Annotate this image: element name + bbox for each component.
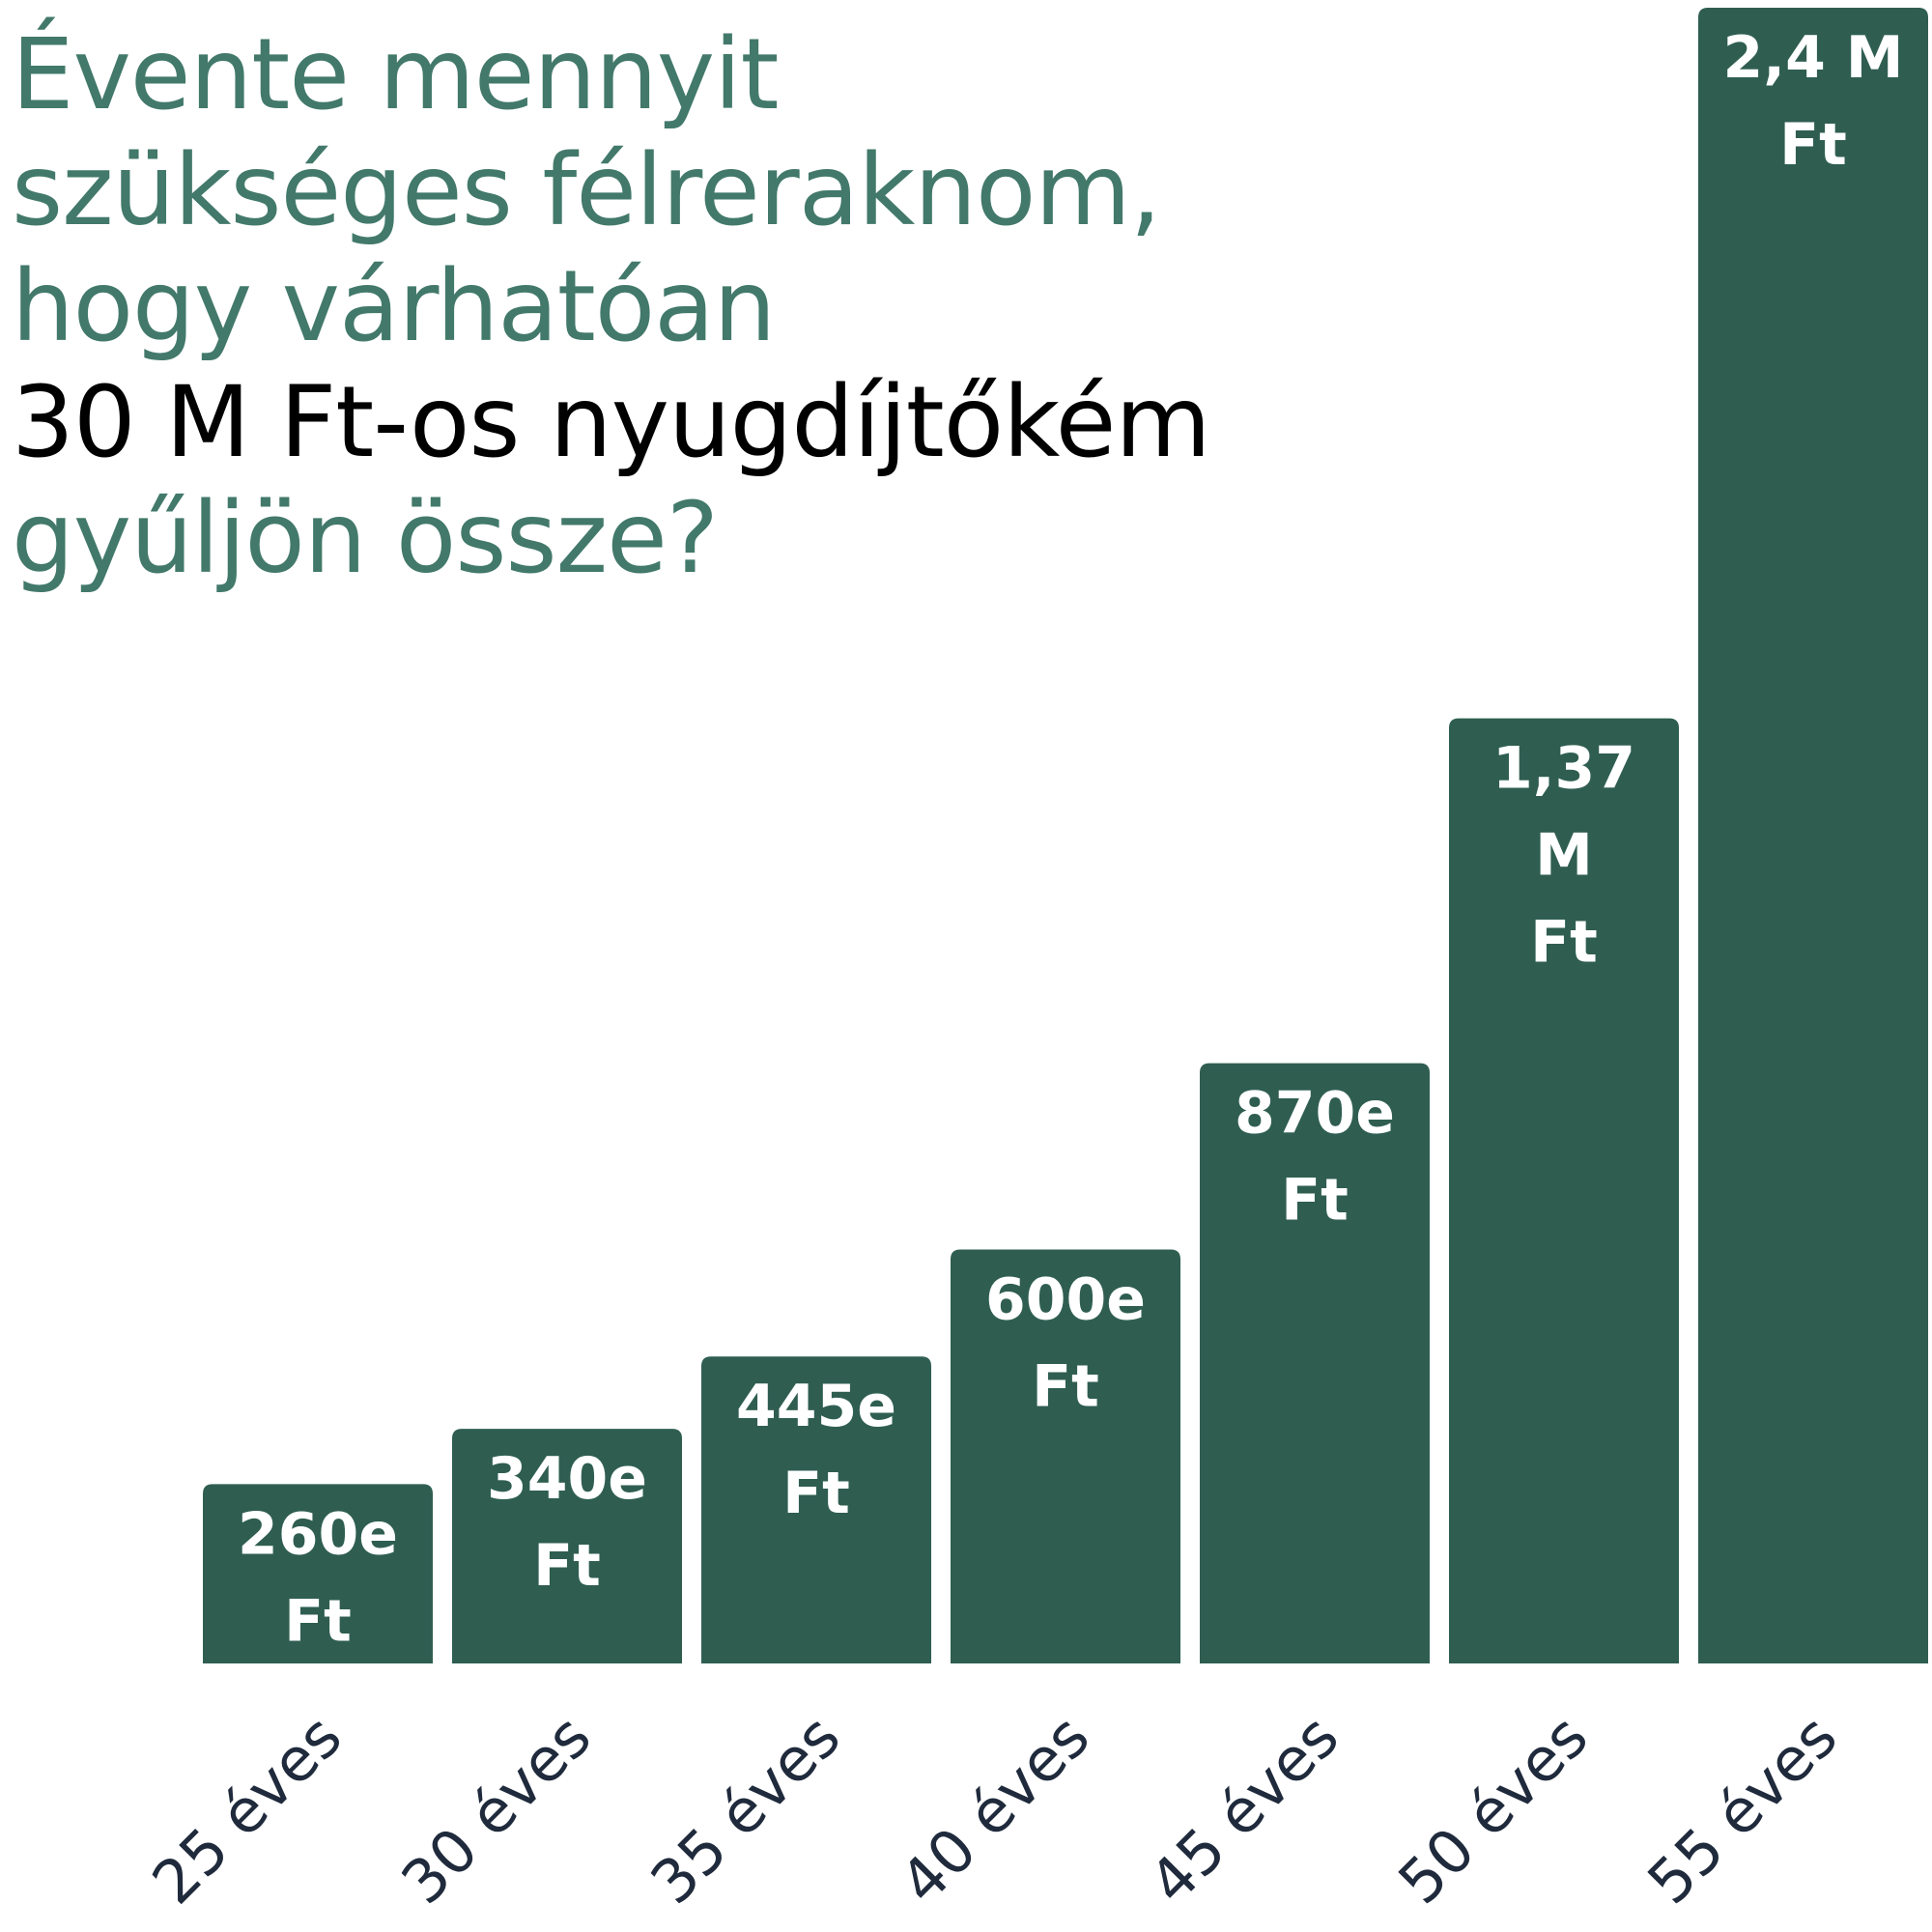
bars-group [203, 8, 1928, 1663]
bar-value-label: 2,4 M [1723, 24, 1904, 92]
bar-value-label: Ft [284, 1587, 352, 1655]
bar-1 [203, 1484, 433, 1663]
bar-value-label: M [1535, 822, 1593, 890]
bar-value-label: Ft [533, 1532, 601, 1600]
bar-value-label: 340e [487, 1445, 647, 1513]
title-line-5: gyűljön össze? [12, 481, 719, 596]
bar-value-label: 600e [985, 1266, 1146, 1334]
bar-value-label: 1,37 [1492, 735, 1635, 803]
title-line-3: hogy várhatóan [12, 249, 776, 364]
bar-6 [1449, 718, 1679, 1663]
x-axis-tick-label: 45 éves [1136, 1701, 1352, 1918]
bar-5 [1200, 1063, 1430, 1663]
x-axis-tick-label: 35 éves [638, 1701, 854, 1918]
bar-3 [701, 1356, 931, 1663]
x-axis-tick-label: 30 éves [388, 1701, 605, 1918]
title-line-2: szükséges félreraknom, [12, 133, 1161, 248]
title-line-1: Évente mennyit [12, 17, 779, 132]
chart-title: Évente mennyit szükséges félreraknom, ho… [12, 17, 1422, 597]
x-axis-tick-label: 50 éves [1385, 1701, 1602, 1918]
bar-value-label: Ft [782, 1460, 850, 1527]
x-axis-tick-label: 40 éves [887, 1701, 1103, 1918]
bar-2 [452, 1429, 682, 1663]
x-axis-tick-label: 25 éves [139, 1701, 355, 1918]
bar-value-label: Ft [1281, 1167, 1349, 1235]
title-line-4: 30 M Ft-os nyugdíjtőkém [12, 365, 1211, 480]
bar-value-label: Ft [1530, 909, 1598, 977]
bar-7 [1698, 8, 1928, 1663]
bar-4 [951, 1249, 1180, 1663]
bar-value-label: Ft [1032, 1353, 1099, 1421]
x-axis-tick-label: 55 éves [1634, 1701, 1851, 1918]
bar-value-label: Ft [1779, 111, 1847, 179]
bar-value-label: 260e [238, 1500, 398, 1568]
bar-value-label: 870e [1235, 1080, 1395, 1148]
bar-value-label: 445e [736, 1373, 896, 1440]
bar-labels-group: 260e Ft 340e Ft 445e Ft 600e Ft 870e Ft 1,37 M Ft 2,4… [238, 24, 1903, 1655]
x-axis-labels-group: 25 éves 30 éves 35 éves 40 éves 45 éves 50 év… [139, 1701, 1851, 1918]
